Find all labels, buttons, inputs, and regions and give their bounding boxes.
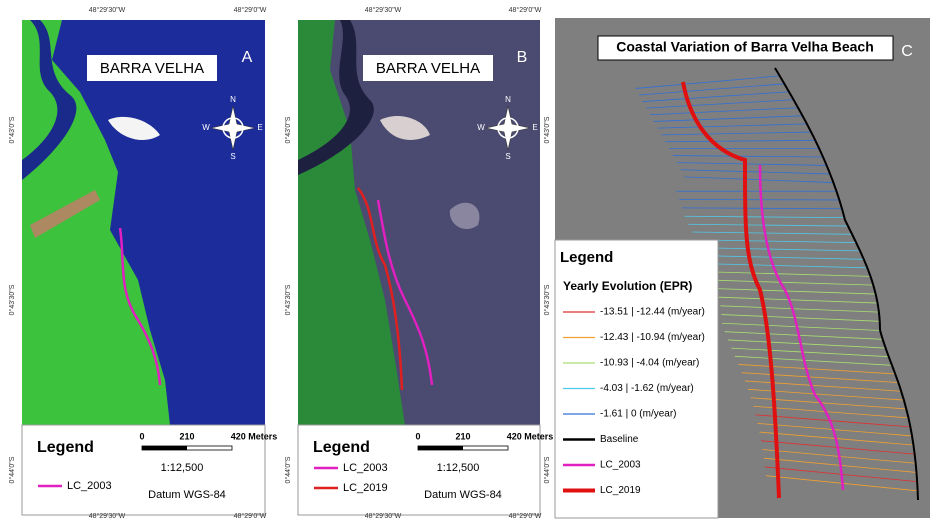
legend-item: LC_2003 [343,462,388,474]
compass-s: S [505,152,510,161]
map-title: Coastal Variation of Barra Velha Beach [616,39,874,55]
datum: Datum WGS-84 [148,489,226,501]
coord-label: 48°29'0"W [234,6,267,14]
coord-label: 0°43'30"S [543,284,551,315]
legend-title: Legend [560,249,613,266]
scale-label: 420 Meters [231,431,278,441]
compass-w: W [202,123,210,132]
legend-title: Legend [37,439,94,456]
coord-label: 48°29'30"W [365,512,402,520]
figure: 48°29'30"W 48°29'0"W 48°29'30"W 48°29'0"W 0°… [0,0,935,521]
scale-bar-fill [142,446,187,450]
map-title: BARRA VELHA [376,60,480,77]
legend-item: LC_2003 [600,460,641,471]
legend-item: LC_2019 [343,482,388,494]
compass-n: N [230,95,236,104]
legend-item: Baseline [600,434,639,445]
scale-label: 210 [179,431,194,441]
coord-label: 48°29'0"W [509,6,542,14]
legend-title: Legend [313,439,370,456]
coord-label: 0°43'30"S [8,284,16,315]
compass-n: N [505,95,511,104]
legend-item: -13.51 | -12.44 (m/year) [600,307,705,318]
panel-label: B [517,49,528,66]
datum: Datum WGS-84 [424,489,502,501]
scale-ratio: 1:12,500 [161,462,204,474]
map-title: BARRA VELHA [100,60,204,77]
legend-subtitle: Yearly Evolution (EPR) [563,279,692,293]
compass-s: S [230,152,235,161]
compass-e: E [257,123,262,132]
legend-item: -4.03 | -1.62 (m/year) [600,383,694,394]
coord-label: 48°29'0"W [509,512,542,520]
coord-label: 0°43'0"S [284,116,292,143]
coord-label: 0°44'0"S [543,456,551,483]
scale-label: 0 [139,431,144,441]
coord-label: 0°43'0"S [543,116,551,143]
coord-label: 48°29'30"W [365,6,402,14]
scale-ratio: 1:12,500 [437,462,480,474]
coord-label: 0°44'0"S [8,456,16,483]
coord-label: 48°29'30"W [89,6,126,14]
coord-label: 0°43'0"S [8,116,16,143]
legend-item: LC_2003 [67,480,112,492]
legend-item: -10.93 | -4.04 (m/year) [600,358,699,369]
coord-label: 48°29'0"W [234,512,267,520]
legend-item: -12.43 | -10.94 (m/year) [600,332,705,343]
scale-label: 420 Meters [507,431,554,441]
compass-w: W [477,123,485,132]
coord-label: 0°44'0"S [284,456,292,483]
coord-label: 0°43'30"S [284,284,292,315]
legend-item: -1.61 | 0 (m/year) [600,409,677,420]
panel-label: A [242,49,253,66]
scale-label: 210 [455,431,470,441]
scale-label: 0 [415,431,420,441]
compass-e: E [532,123,537,132]
scale-bar-fill [418,446,463,450]
panel-label: C [901,43,913,60]
coord-label: 48°29'30"W [89,512,126,520]
legend-item: LC_2019 [600,485,641,496]
